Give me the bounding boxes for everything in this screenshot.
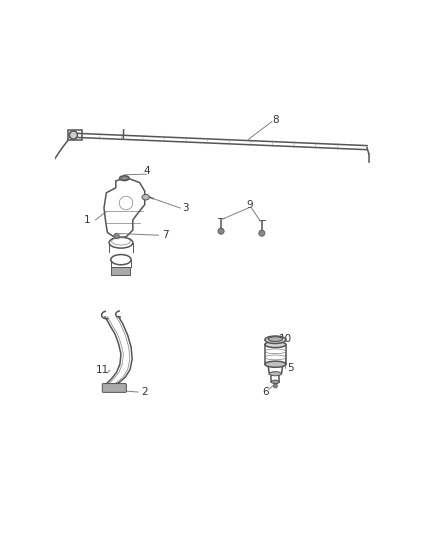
Ellipse shape bbox=[265, 361, 286, 367]
Text: 11: 11 bbox=[95, 365, 109, 375]
Circle shape bbox=[69, 131, 78, 139]
Circle shape bbox=[259, 230, 265, 236]
Text: 3: 3 bbox=[182, 203, 189, 213]
Ellipse shape bbox=[271, 380, 279, 384]
Circle shape bbox=[273, 384, 277, 388]
FancyBboxPatch shape bbox=[111, 267, 131, 274]
Ellipse shape bbox=[268, 337, 283, 342]
Circle shape bbox=[114, 233, 119, 239]
Text: 4: 4 bbox=[143, 166, 150, 176]
Text: 5: 5 bbox=[287, 364, 294, 373]
Text: 2: 2 bbox=[141, 387, 148, 397]
Text: 7: 7 bbox=[162, 230, 168, 240]
Ellipse shape bbox=[265, 336, 286, 343]
Ellipse shape bbox=[142, 195, 149, 200]
Text: 10: 10 bbox=[279, 334, 292, 344]
Ellipse shape bbox=[120, 176, 129, 181]
Text: 6: 6 bbox=[262, 387, 268, 397]
Circle shape bbox=[218, 228, 224, 234]
FancyBboxPatch shape bbox=[102, 384, 127, 392]
Text: 8: 8 bbox=[272, 115, 279, 125]
Text: 1: 1 bbox=[84, 215, 90, 225]
Text: 9: 9 bbox=[247, 200, 253, 209]
Ellipse shape bbox=[265, 342, 286, 348]
Ellipse shape bbox=[121, 176, 127, 180]
Ellipse shape bbox=[269, 372, 282, 376]
